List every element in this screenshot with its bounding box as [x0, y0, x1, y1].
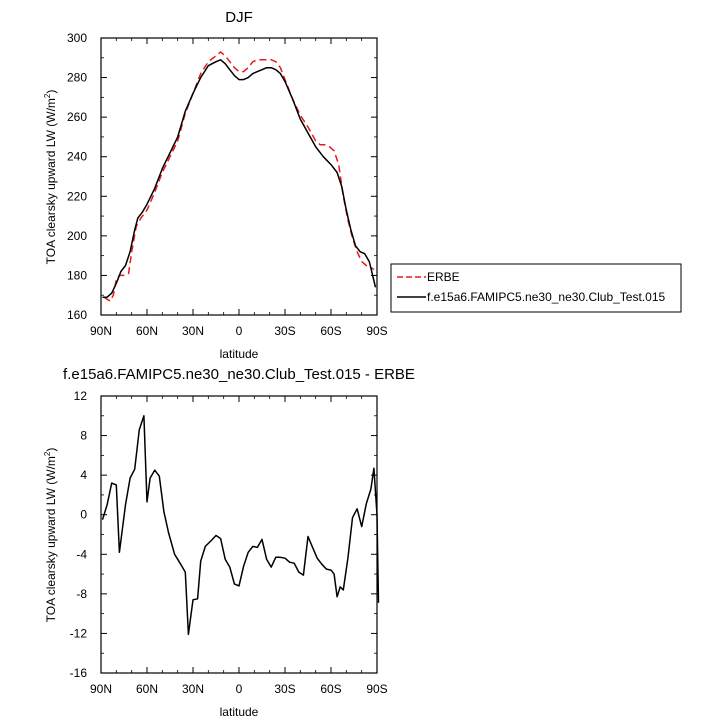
bottom-chart-title: f.e15a6.FAMIPC5.ne30_ne30.Club_Test.015 … — [63, 366, 415, 383]
bottom-y-tick-label: -12 — [70, 626, 88, 640]
top-y-tick-label: 240 — [67, 150, 87, 164]
top-y-tick-label: 180 — [67, 268, 87, 282]
bottom-y-tick-label: 12 — [74, 389, 88, 403]
legend-label-model: f.e15a6.FAMIPC5.ne30_ne30.Club_Test.015 — [427, 290, 665, 304]
bottom-plot-frame — [100, 395, 378, 674]
top-chart: DJF 90N 60N 30N 0 30S 60S 90S 160 180 200 220 240 26… — [43, 9, 682, 361]
top-series-line-model — [102, 59, 377, 298]
top-x-tick-label: 90N — [90, 324, 112, 338]
bottom-x-tick-label: 60N — [136, 682, 158, 696]
bottom-x-axis-label: latitude — [220, 705, 259, 719]
bottom-x-tick-label: 60S — [320, 682, 341, 696]
top-y-tick-label: 300 — [67, 31, 87, 45]
top-y-tick-label: 260 — [67, 110, 87, 124]
top-x-tick-label: 0 — [236, 324, 243, 338]
top-chart-title: DJF — [225, 9, 253, 26]
top-y-axis-label: TOA clearsky upward LW (W/m2) — [43, 90, 58, 265]
bottom-x-tick-label: 90S — [366, 682, 387, 696]
bottom-series-line-difference — [101, 415, 380, 636]
bottom-y-tick-label: -16 — [70, 666, 88, 680]
bottom-x-tick-label: 30N — [182, 682, 204, 696]
top-x-tick-label: 60S — [320, 324, 341, 338]
bottom-y-tick-label: -8 — [76, 587, 87, 601]
legend-box — [390, 263, 682, 313]
bottom-y-tick-label: -4 — [76, 547, 87, 561]
top-x-tick-label: 90S — [366, 324, 387, 338]
top-x-tick-label: 60N — [136, 324, 158, 338]
top-series-line-erbe — [103, 51, 375, 302]
legend-label-erbe: ERBE — [427, 270, 460, 284]
bottom-x-tick-label: 0 — [236, 682, 243, 696]
top-y-tick-label: 280 — [67, 71, 87, 85]
top-chart-legend: ERBE f.e15a6.FAMIPC5.ne30_ne30.Club_Test… — [390, 263, 682, 313]
bottom-y-axis-label: TOA clearsky upward LW (W/m2) — [43, 448, 58, 623]
top-y-tick-label: 200 — [67, 229, 87, 243]
bottom-y-tick-label: 8 — [80, 429, 87, 443]
top-x-axis-label: latitude — [220, 347, 259, 361]
bottom-y-tick-label: 0 — [80, 508, 87, 522]
top-x-tick-label: 30N — [182, 324, 204, 338]
bottom-chart: f.e15a6.FAMIPC5.ne30_ne30.Club_Test.015 … — [43, 366, 415, 719]
top-y-tick-label: 220 — [67, 189, 87, 203]
bottom-x-tick-label: 90N — [90, 682, 112, 696]
bottom-y-tick-label: 4 — [80, 468, 87, 482]
bottom-x-tick-label: 30S — [274, 682, 295, 696]
top-y-tick-label: 160 — [67, 308, 87, 322]
top-plot-frame — [100, 37, 378, 316]
top-x-tick-label: 30S — [274, 324, 295, 338]
